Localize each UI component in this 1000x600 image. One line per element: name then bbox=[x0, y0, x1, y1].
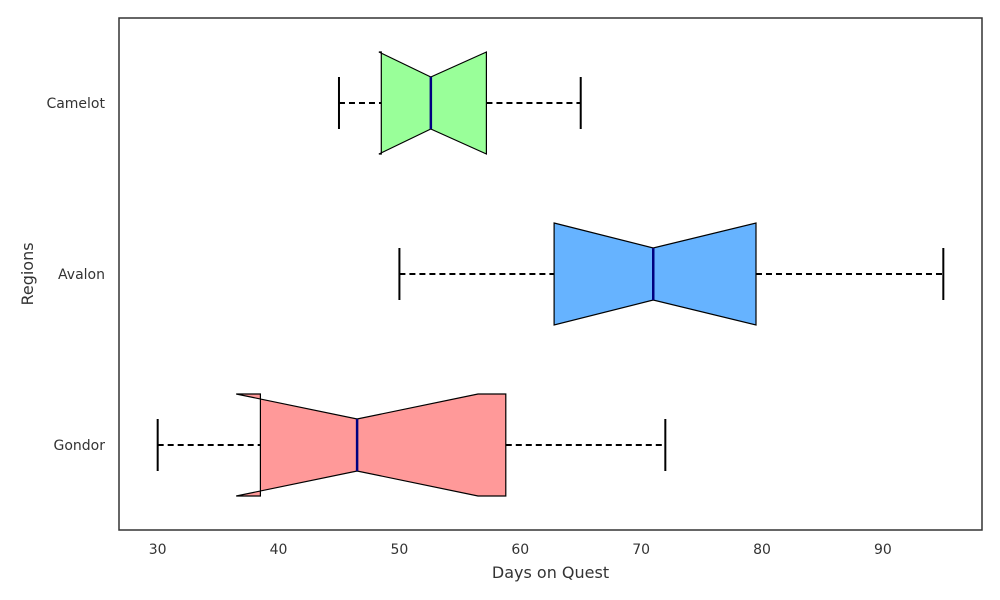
x-tick-label: 90 bbox=[874, 542, 892, 558]
box-group-gondor bbox=[156, 393, 667, 497]
box-camelot bbox=[378, 51, 487, 155]
x-axis-ticks: 30 40 50 60 70 80 90 bbox=[149, 542, 892, 558]
plot-marks bbox=[156, 51, 945, 497]
y-axis-label: Regions bbox=[18, 242, 37, 305]
x-tick-label: 70 bbox=[632, 542, 650, 558]
y-axis-ticks: Gondor Avalon Camelot bbox=[46, 96, 105, 454]
x-tick-label: 60 bbox=[511, 542, 529, 558]
plot-frame bbox=[118, 17, 983, 531]
y-tick-label-gondor: Gondor bbox=[54, 438, 106, 454]
box-gondor bbox=[236, 393, 507, 497]
y-tick-label-avalon: Avalon bbox=[58, 267, 105, 283]
box-group-camelot bbox=[337, 51, 582, 155]
y-tick-label-camelot: Camelot bbox=[46, 96, 105, 112]
x-tick-label: 30 bbox=[149, 542, 167, 558]
x-axis-label: Days on Quest bbox=[492, 563, 609, 582]
box-avalon bbox=[553, 222, 757, 326]
x-tick-label: 80 bbox=[753, 542, 771, 558]
x-tick-label: 50 bbox=[391, 542, 409, 558]
x-tick-label: 40 bbox=[270, 542, 288, 558]
box-group-avalon bbox=[398, 222, 945, 326]
